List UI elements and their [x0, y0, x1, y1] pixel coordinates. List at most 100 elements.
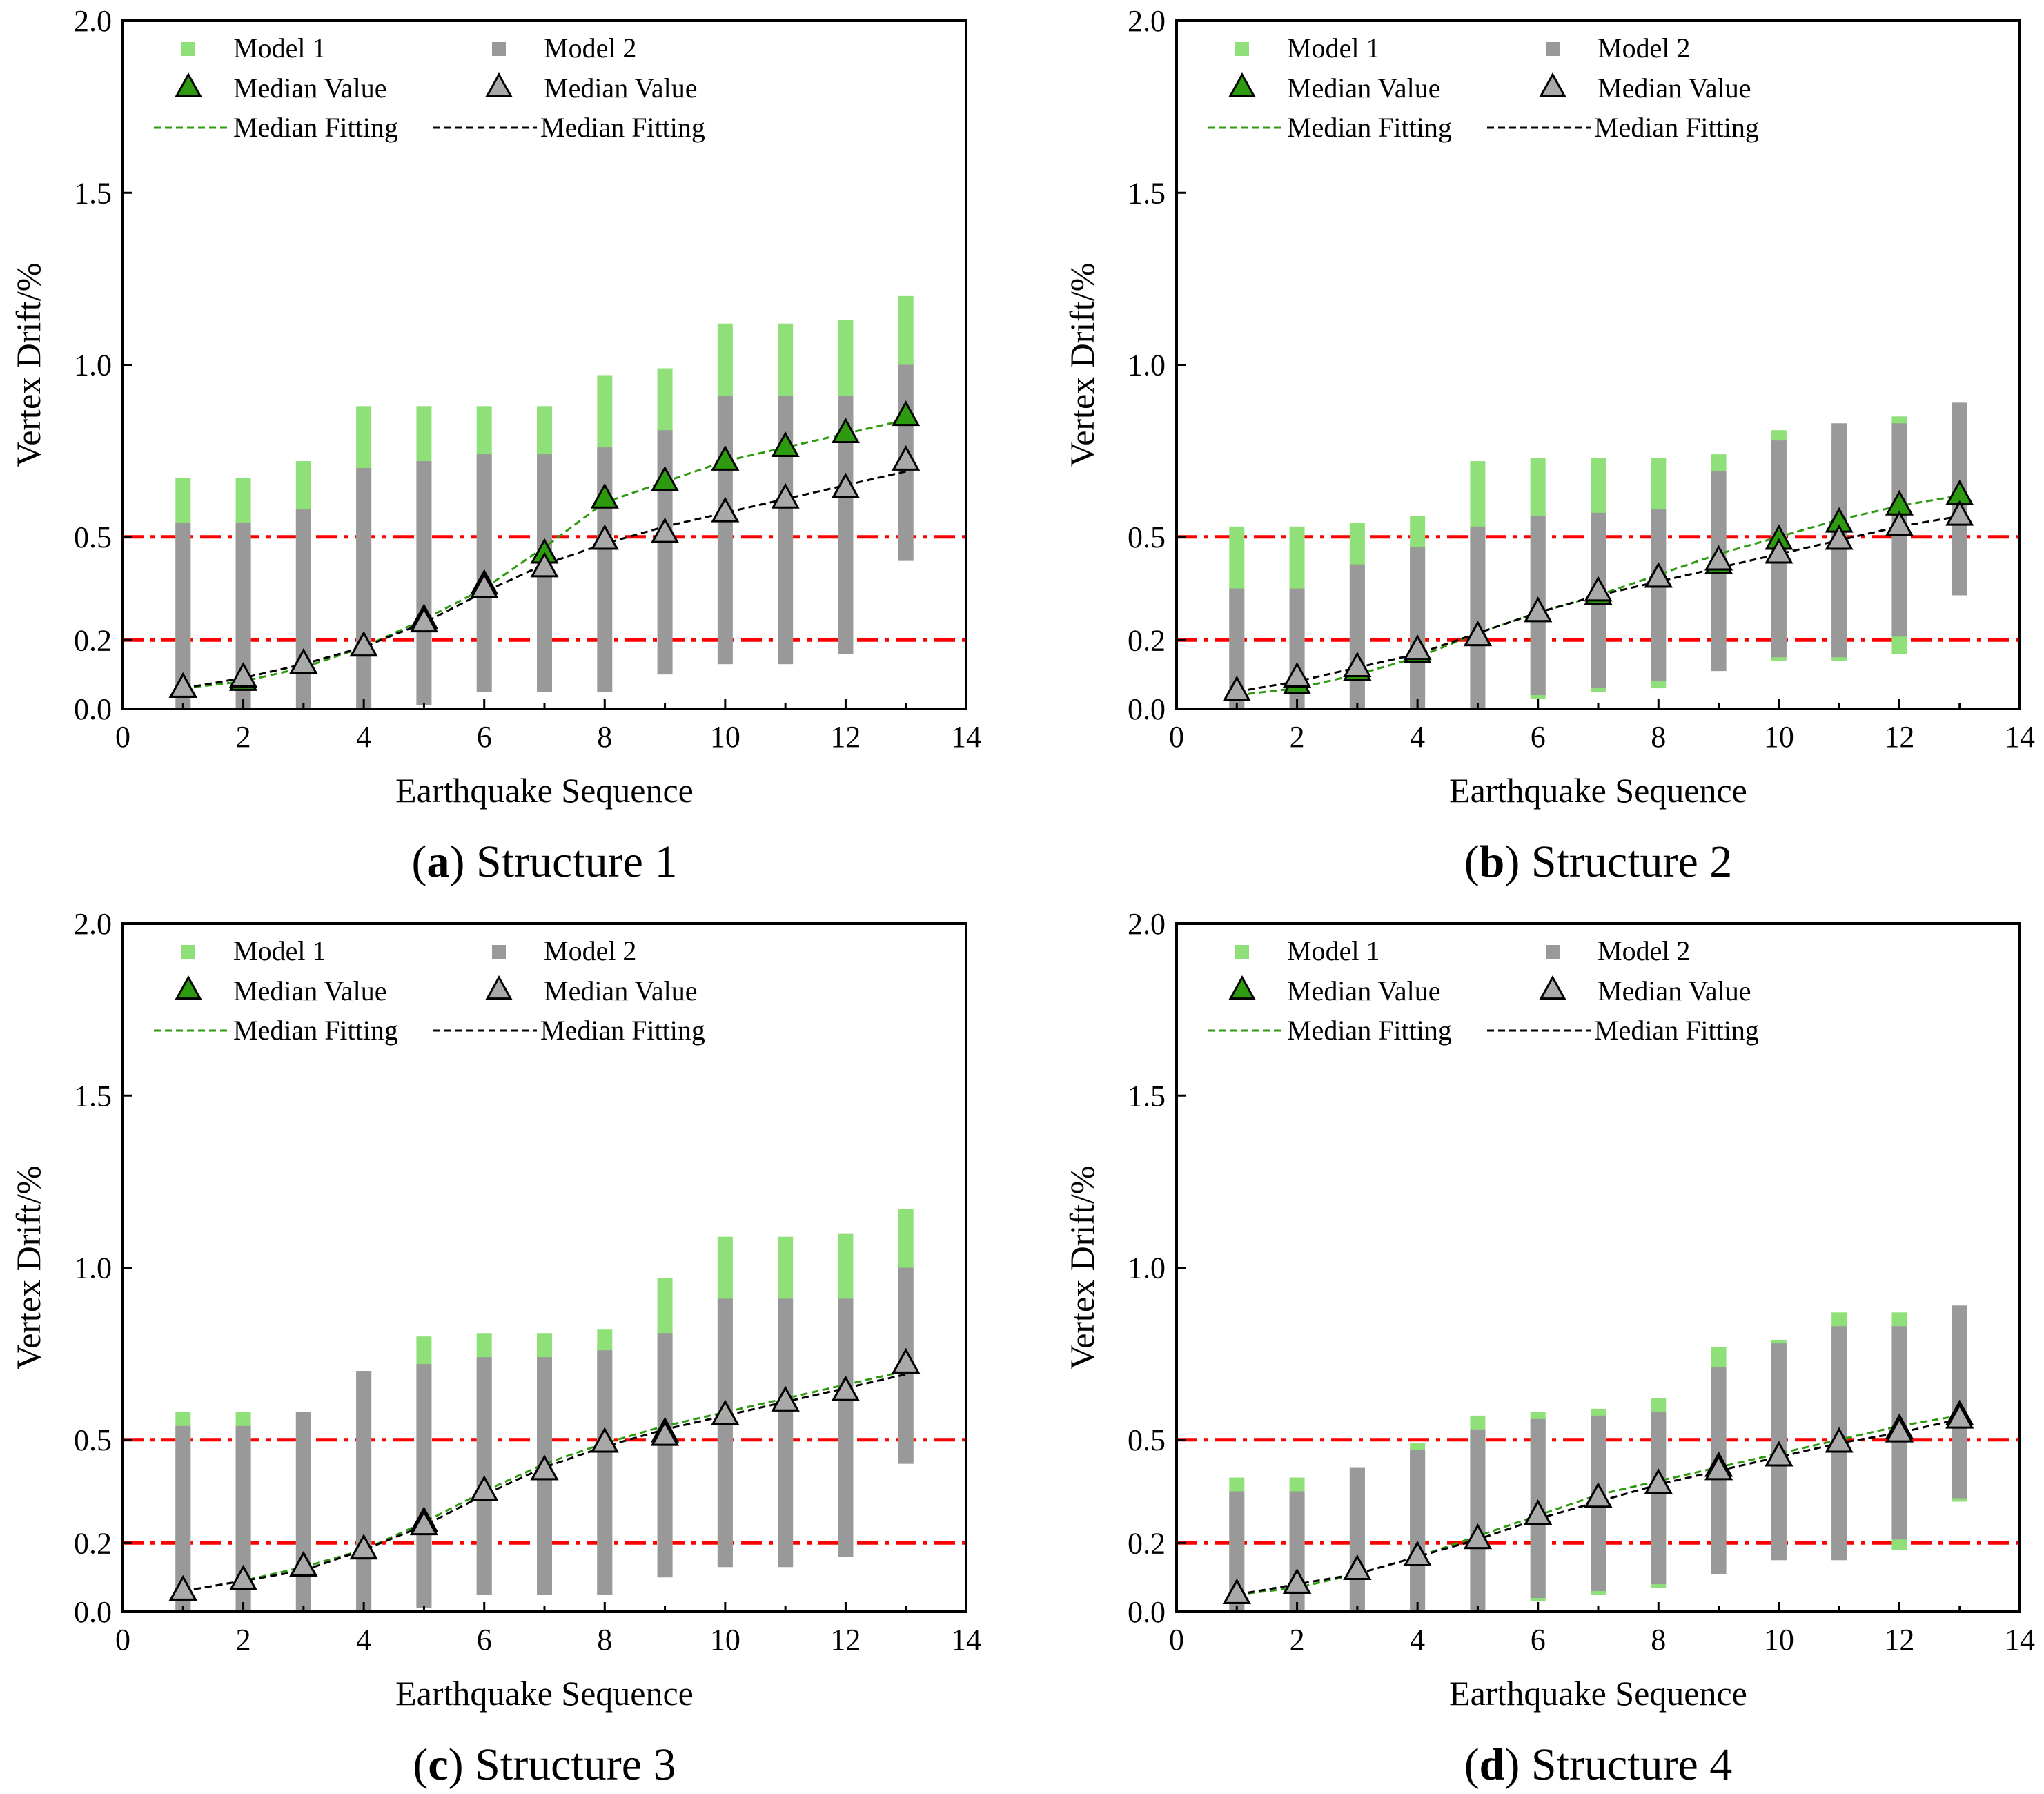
model1-median-point: [831, 418, 860, 444]
model2-bar: [295, 509, 311, 709]
panel-caption: (d) Structure 4: [1464, 1739, 1733, 1790]
legend: Model 1 Model 2 Median Value Median Value Me…: [1208, 935, 1759, 1046]
legend-model2-marker: [1546, 945, 1560, 959]
legend-median1-label: Median Value: [1287, 975, 1441, 1006]
model2-median-point: [349, 631, 378, 657]
legend-model2-marker: [1546, 42, 1560, 56]
model2-bar: [175, 523, 191, 709]
caption-close-paren: ): [1504, 837, 1520, 887]
x-axis-title: Earthquake Sequence: [1449, 1674, 1747, 1713]
model2-median-point: [831, 1375, 860, 1401]
legend-model1-label: Model 1: [1287, 32, 1379, 64]
x-tick-label: 10: [710, 1623, 740, 1657]
x-tick-label: 10: [1764, 1623, 1794, 1657]
caption-title: Structure 2: [1520, 837, 1732, 887]
legend-median1-label: Median Value: [233, 975, 387, 1006]
model2-median-point: [892, 1347, 921, 1374]
legend-median1-label: Median Value: [1287, 72, 1441, 104]
model2-median-point: [1463, 621, 1492, 647]
panel-caption: (c) Structure 3: [413, 1739, 676, 1790]
legend-fit1-label: Median Fitting: [233, 112, 398, 143]
y-tick-label: 1.5: [74, 1079, 112, 1113]
model2-bar: [717, 1298, 733, 1568]
x-axis-title: Earthquake Sequence: [395, 1674, 694, 1713]
model2-bar: [356, 468, 372, 709]
model2-median-point: [1403, 1541, 1432, 1567]
y-tick-label: 0.2: [74, 623, 112, 657]
model2-bar: [838, 396, 854, 654]
model2-bar: [1349, 564, 1365, 709]
x-tick-label: 12: [1884, 1623, 1914, 1657]
model2-bar: [717, 396, 733, 665]
x-tick-label: 8: [597, 720, 612, 754]
legend: Model 1 Model 2 Median Value Median Value Me…: [154, 935, 705, 1046]
model2-median-point: [1343, 1554, 1372, 1580]
model2-median-point: [1343, 652, 1372, 677]
caption-open-paren: (: [1464, 837, 1480, 887]
model2-median-point: [409, 607, 438, 633]
y-tick-label: 2.0: [74, 907, 112, 941]
model2-median-point: [349, 1534, 378, 1560]
caption-letter: a: [427, 837, 450, 887]
x-tick-label: 6: [1531, 1623, 1546, 1657]
model2-median-point: [1885, 510, 1914, 536]
legend-median2-label: Median Value: [1598, 72, 1751, 104]
caption-letter: b: [1480, 837, 1505, 887]
model2-median-point: [168, 672, 197, 698]
caption-close-paren: ): [1504, 1739, 1520, 1790]
model2-median-point: [651, 1420, 680, 1446]
y-tick-label: 1.0: [74, 349, 112, 382]
model2-median-point: [1765, 1441, 1794, 1467]
y-tick-label: 2.0: [1128, 4, 1166, 38]
y-axis-title: Vertex Drift/%: [1063, 1166, 1101, 1370]
legend-fit2-label: Median Fitting: [540, 1015, 705, 1046]
x-axis-title: Earthquake Sequence: [395, 771, 694, 810]
model2-median-point: [1704, 1454, 1733, 1481]
y-tick-label: 0.5: [1128, 1423, 1166, 1457]
legend-model2-marker: [492, 945, 506, 959]
caption-open-paren: (: [1464, 1739, 1480, 1790]
model2-median-point: [771, 482, 800, 509]
model2-median-point: [229, 661, 258, 688]
model2-bar: [1410, 547, 1426, 709]
y-tick-label: 0.0: [74, 1595, 112, 1629]
y-tick-label: 0.2: [1128, 623, 1166, 657]
legend-median1-marker: [1228, 975, 1256, 1000]
y-tick-label: 1.0: [74, 1251, 112, 1285]
model2-median-point: [1584, 1482, 1613, 1508]
model2-bar: [175, 1425, 191, 1612]
model2-median-point: [1403, 634, 1432, 661]
y-tick-label: 0.2: [74, 1526, 112, 1560]
model2-median-point: [409, 1510, 438, 1536]
model2-bar: [1470, 526, 1486, 709]
caption-letter: c: [428, 1739, 448, 1790]
model2-median-point: [1222, 1578, 1251, 1604]
legend-median2-marker: [1539, 72, 1566, 97]
x-tick-label: 12: [830, 1623, 861, 1657]
model2-bar: [838, 1298, 854, 1557]
x-tick-label: 14: [2005, 720, 2035, 754]
legend-median1-label: Median Value: [233, 72, 387, 104]
caption-open-paren: (: [413, 1739, 428, 1790]
model2-bar: [597, 1350, 613, 1595]
x-tick-label: 2: [1290, 720, 1305, 754]
x-tick-label: 4: [1410, 720, 1425, 754]
model2-median-point: [168, 1574, 197, 1601]
model2-median-point: [651, 517, 680, 543]
model2-median-point: [1222, 675, 1251, 701]
caption-open-paren: (: [412, 837, 427, 887]
legend-median2-marker: [485, 72, 513, 97]
x-tick-label: 2: [236, 1623, 251, 1657]
model2-median-point: [1644, 1468, 1673, 1494]
x-tick-label: 0: [1169, 720, 1184, 754]
legend-fit2-label: Median Fitting: [540, 112, 705, 143]
panel-structure-3: 0 2 4 6 8 10 12 14 0.0 0.2 0.5 1.0 1.5 2.0 Earthquake …: [9, 907, 981, 1790]
model2-bar: [1470, 1429, 1486, 1612]
panel-structure-4: 0 2 4 6 8 10 12 14 0.0 0.2 0.5 1.0 1.5 2.0 Earthquake …: [1063, 907, 2035, 1790]
panel-structure-2: 0 2 4 6 8 10 12 14 0.0 0.2 0.5 1.0 1.5 2.0 Earthquake …: [1063, 4, 2035, 887]
x-tick-label: 0: [115, 720, 130, 754]
model2-median-point: [1463, 1523, 1492, 1550]
y-tick-label: 0.0: [1128, 692, 1166, 726]
y-axis-title: Vertex Drift/%: [9, 263, 48, 467]
model2-median-point: [1524, 1499, 1553, 1525]
